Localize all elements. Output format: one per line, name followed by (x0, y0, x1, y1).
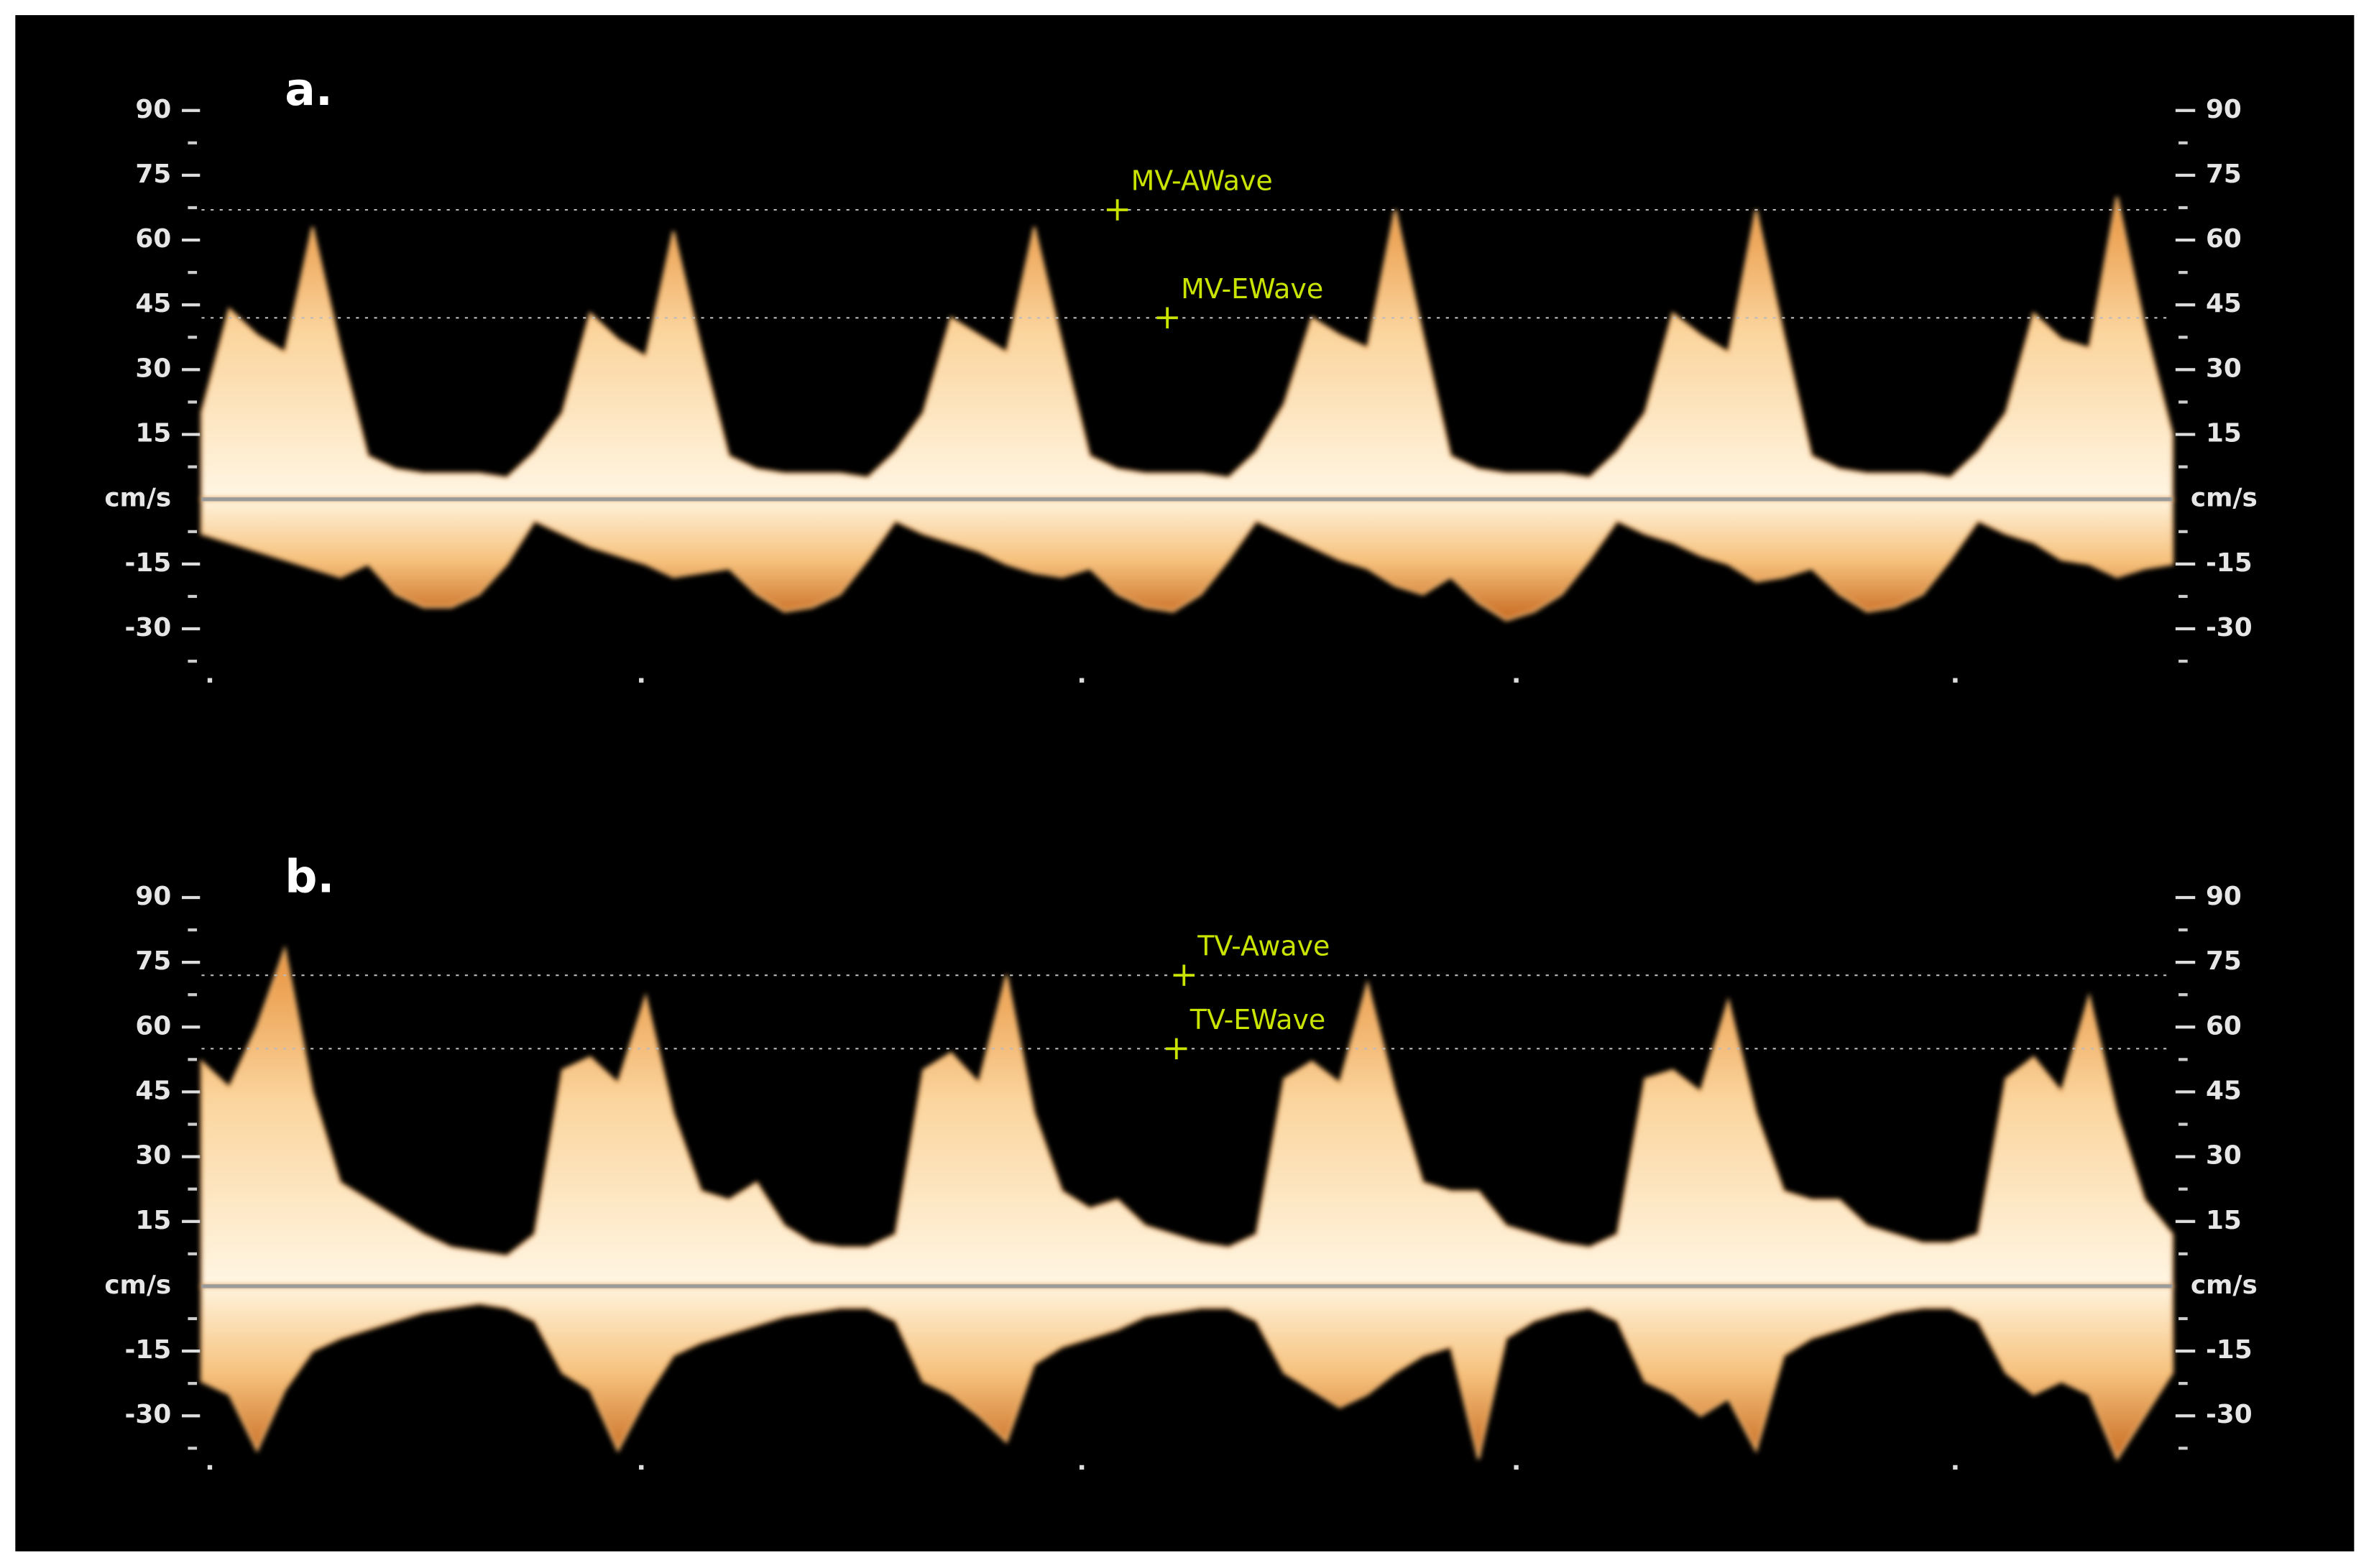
marker-cross (1173, 964, 1195, 986)
doppler-spectrum (200, 498, 2174, 622)
y2-tick-label: -15 (2206, 1335, 2253, 1365)
y-tick-label: 15 (135, 419, 171, 448)
y-tick-label: -30 (125, 1400, 172, 1429)
y2-tick-label: 15 (2206, 1206, 2242, 1235)
y-tick-label: 75 (135, 160, 171, 189)
y-tick-label: 90 (135, 95, 171, 124)
time-mark (1953, 1465, 1958, 1470)
y2-tick-label: 15 (2206, 419, 2242, 448)
time-mark (1514, 678, 1519, 683)
doppler-spectrum (200, 196, 2174, 501)
y2-tick-label: 60 (2206, 224, 2242, 254)
y-tick-label: 45 (135, 1076, 171, 1105)
time-mark (1079, 1465, 1085, 1470)
panel-label: a. (285, 63, 333, 116)
y-tick-label: 15 (135, 1206, 171, 1235)
marker-label: TV-EWave (1190, 1004, 1326, 1036)
y-tick-label: 45 (135, 289, 171, 318)
y2-tick-label: 90 (2206, 882, 2242, 911)
y-tick-label: 30 (135, 1141, 171, 1171)
y2-tick-label: -30 (2206, 1400, 2253, 1429)
marker-cross (1106, 199, 1128, 221)
y2-tick-label: 45 (2206, 289, 2242, 318)
time-mark (639, 678, 644, 683)
y-tick-label: cm/s (104, 1270, 171, 1300)
y-tick-label: 60 (135, 224, 171, 254)
marker-label: MV-EWave (1181, 273, 1323, 305)
y2-tick-label: cm/s (2191, 484, 2258, 513)
y2-tick-label: -30 (2206, 613, 2253, 642)
y2-tick-label: 90 (2206, 95, 2242, 124)
panel-label: b. (285, 849, 334, 903)
y-tick-label: 30 (135, 354, 171, 383)
y2-tick-label: 30 (2206, 354, 2242, 383)
marker-cross (1156, 307, 1178, 329)
y-tick-label: 60 (135, 1011, 171, 1041)
y-tick-label: cm/s (104, 484, 171, 513)
y2-tick-label: cm/s (2191, 1270, 2258, 1300)
time-mark (1953, 678, 1958, 683)
marker-cross (1166, 1038, 1187, 1060)
y-tick-label: -15 (125, 1335, 172, 1365)
y2-tick-label: 75 (2206, 946, 2242, 976)
time-mark (639, 1465, 644, 1470)
y-tick-label: 90 (135, 882, 171, 911)
y-tick-label: -30 (125, 613, 172, 642)
doppler-spectrum (200, 1285, 2174, 1462)
y-tick-label: 75 (135, 946, 171, 976)
time-mark (1079, 678, 1085, 683)
y2-tick-label: -15 (2206, 548, 2253, 578)
doppler-spectrum (200, 945, 2174, 1288)
time-mark (207, 678, 213, 683)
y2-tick-label: 75 (2206, 160, 2242, 189)
y2-tick-label: 30 (2206, 1141, 2242, 1171)
marker-label: MV-AWave (1131, 165, 1273, 197)
y2-tick-label: 45 (2206, 1076, 2242, 1105)
time-mark (1514, 1465, 1519, 1470)
y2-tick-label: 60 (2206, 1011, 2242, 1041)
time-mark (207, 1465, 213, 1470)
y-tick-label: -15 (125, 548, 172, 578)
marker-label: TV-Awave (1197, 931, 1330, 962)
